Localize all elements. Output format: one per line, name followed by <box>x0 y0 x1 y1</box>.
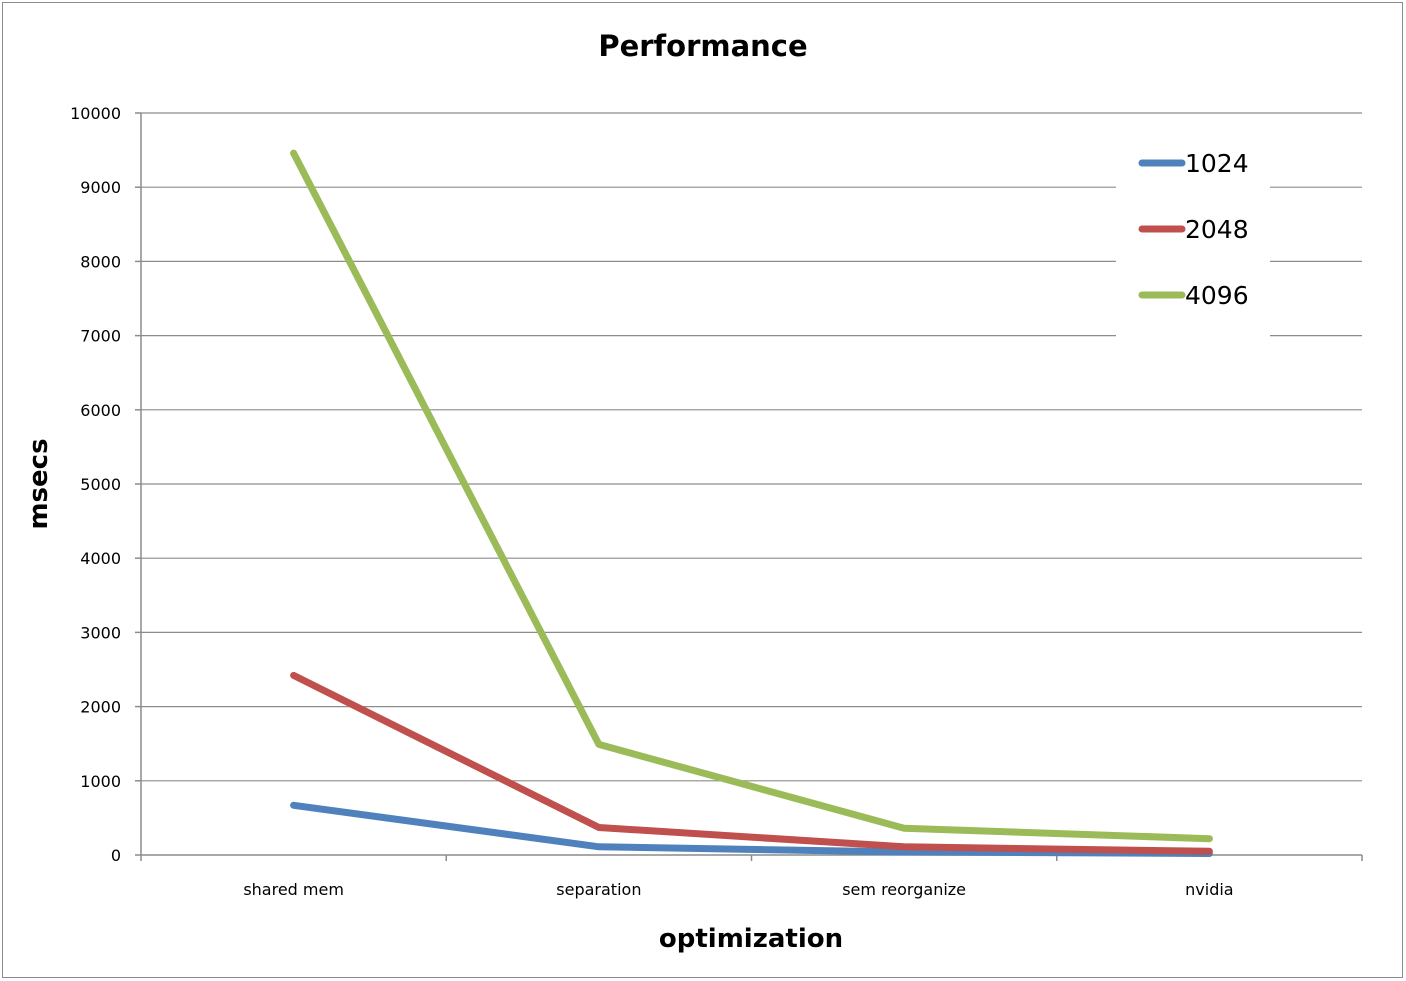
x-tick-label: nvidia <box>1185 880 1233 899</box>
series-layer <box>290 149 1213 857</box>
y-axis-title: msecs <box>24 438 54 529</box>
series-line-1024 <box>290 801 1213 857</box>
x-tick-label: shared mem <box>243 880 344 899</box>
x-tick-label: separation <box>556 880 641 899</box>
y-tick-label: 8000 <box>80 252 121 271</box>
legend-label-1024: 1024 <box>1185 149 1249 178</box>
legend-label-2048: 2048 <box>1185 215 1249 244</box>
y-tick-label: 0 <box>111 846 121 865</box>
axis-layer: 0 1000 2000 3000 4000 5000 6000 7000 8000 9000 100… <box>70 104 1363 899</box>
y-tick-label: 3000 <box>80 623 121 642</box>
x-axis-title: optimization <box>659 924 843 954</box>
legend: 1024 2048 4096 <box>1116 140 1270 342</box>
y-tick-label: 2000 <box>80 698 121 717</box>
y-tick-label: 6000 <box>80 401 121 420</box>
legend-label-4096: 4096 <box>1185 281 1249 310</box>
x-tick-label: sem reorganize <box>842 880 966 899</box>
series-line-4096 <box>290 149 1213 843</box>
y-tick-label: 4000 <box>80 549 121 568</box>
series-line-2048 <box>290 671 1213 855</box>
y-tick-label: 5000 <box>80 475 121 494</box>
y-tick-label: 7000 <box>80 327 121 346</box>
y-tick-label: 10000 <box>70 104 121 123</box>
chart-title: Performance <box>598 29 807 63</box>
y-tick-label: 1000 <box>80 772 121 791</box>
y-tick-label: 9000 <box>80 178 121 197</box>
legend-background <box>1116 140 1270 342</box>
